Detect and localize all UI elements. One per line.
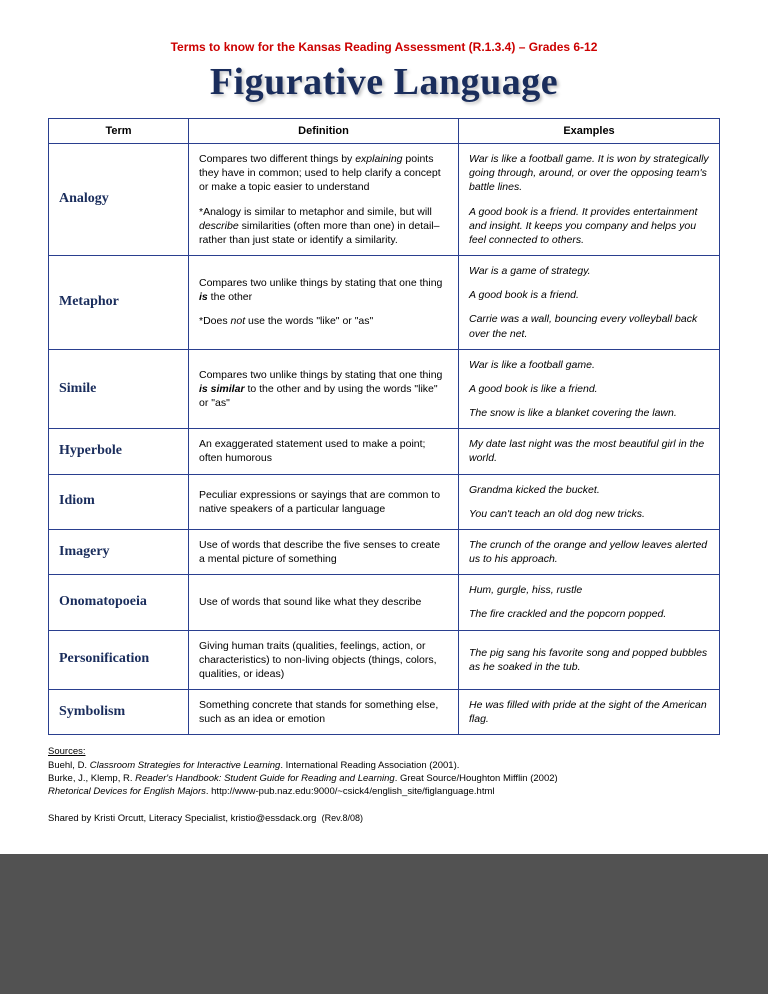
examples-cell: War is a game of strategy.A good book is… [459, 256, 720, 350]
table-row: SimileCompares two unlike things by stat… [49, 349, 720, 429]
document-page: Terms to know for the Kansas Reading Ass… [0, 0, 768, 854]
definition-cell: Use of words that sound like what they d… [189, 575, 459, 630]
col-examples: Examples [459, 119, 720, 144]
definition-cell: Compares two unlike things by stating th… [189, 256, 459, 350]
term-cell: Metaphor [49, 256, 189, 350]
col-term: Term [49, 119, 189, 144]
definition-cell: Use of words that describe the five sens… [189, 529, 459, 574]
table-row: SymbolismSomething concrete that stands … [49, 690, 720, 735]
table-body: AnalogyCompares two different things by … [49, 144, 720, 735]
shared-by: Shared by Kristi Orcutt, Literacy Specia… [48, 813, 720, 824]
source-line: Buehl, D. Classroom Strategies for Inter… [48, 759, 720, 772]
definition-cell: An exaggerated statement used to make a … [189, 429, 459, 474]
sources-block: Sources: Buehl, D. Classroom Strategies … [48, 745, 720, 798]
definition-cell: Compares two unlike things by stating th… [189, 349, 459, 429]
main-title: Figurative Language [48, 60, 720, 104]
definition-cell: Giving human traits (qualities, feelings… [189, 630, 459, 690]
terms-table: Term Definition Examples AnalogyCompares… [48, 118, 720, 735]
source-line: Rhetorical Devices for English Majors. h… [48, 785, 720, 798]
sources-label: Sources: [48, 746, 86, 757]
examples-cell: My date last night was the most beautifu… [459, 429, 720, 474]
term-cell: Simile [49, 349, 189, 429]
table-header-row: Term Definition Examples [49, 119, 720, 144]
examples-cell: War is like a football game. It is won b… [459, 144, 720, 256]
examples-cell: He was filled with pride at the sight of… [459, 690, 720, 735]
term-cell: Personification [49, 630, 189, 690]
table-row: MetaphorCompares two unlike things by st… [49, 256, 720, 350]
shared-text: Shared by Kristi Orcutt, Literacy Specia… [48, 813, 316, 824]
term-cell: Onomatopoeia [49, 575, 189, 630]
source-line: Burke, J., Klemp, R. Reader's Handbook: … [48, 772, 720, 785]
examples-cell: Hum, gurgle, hiss, rustleThe fire crackl… [459, 575, 720, 630]
examples-cell: The crunch of the orange and yellow leav… [459, 529, 720, 574]
examples-cell: The pig sang his favorite song and poppe… [459, 630, 720, 690]
table-row: ImageryUse of words that describe the fi… [49, 529, 720, 574]
table-row: OnomatopoeiaUse of words that sound like… [49, 575, 720, 630]
term-cell: Idiom [49, 474, 189, 529]
examples-cell: Grandma kicked the bucket.You can't teac… [459, 474, 720, 529]
header-subtitle: Terms to know for the Kansas Reading Ass… [48, 40, 720, 54]
term-cell: Symbolism [49, 690, 189, 735]
col-definition: Definition [189, 119, 459, 144]
term-cell: Hyperbole [49, 429, 189, 474]
table-row: AnalogyCompares two different things by … [49, 144, 720, 256]
definition-cell: Compares two different things by explain… [189, 144, 459, 256]
table-row: HyperboleAn exaggerated statement used t… [49, 429, 720, 474]
term-cell: Analogy [49, 144, 189, 256]
examples-cell: War is like a football game.A good book … [459, 349, 720, 429]
table-row: PersonificationGiving human traits (qual… [49, 630, 720, 690]
definition-cell: Something concrete that stands for somet… [189, 690, 459, 735]
table-row: IdiomPeculiar expressions or sayings tha… [49, 474, 720, 529]
term-cell: Imagery [49, 529, 189, 574]
definition-cell: Peculiar expressions or sayings that are… [189, 474, 459, 529]
sources-lines: Buehl, D. Classroom Strategies for Inter… [48, 759, 720, 799]
rev-text: (Rev.8/08) [322, 813, 363, 823]
